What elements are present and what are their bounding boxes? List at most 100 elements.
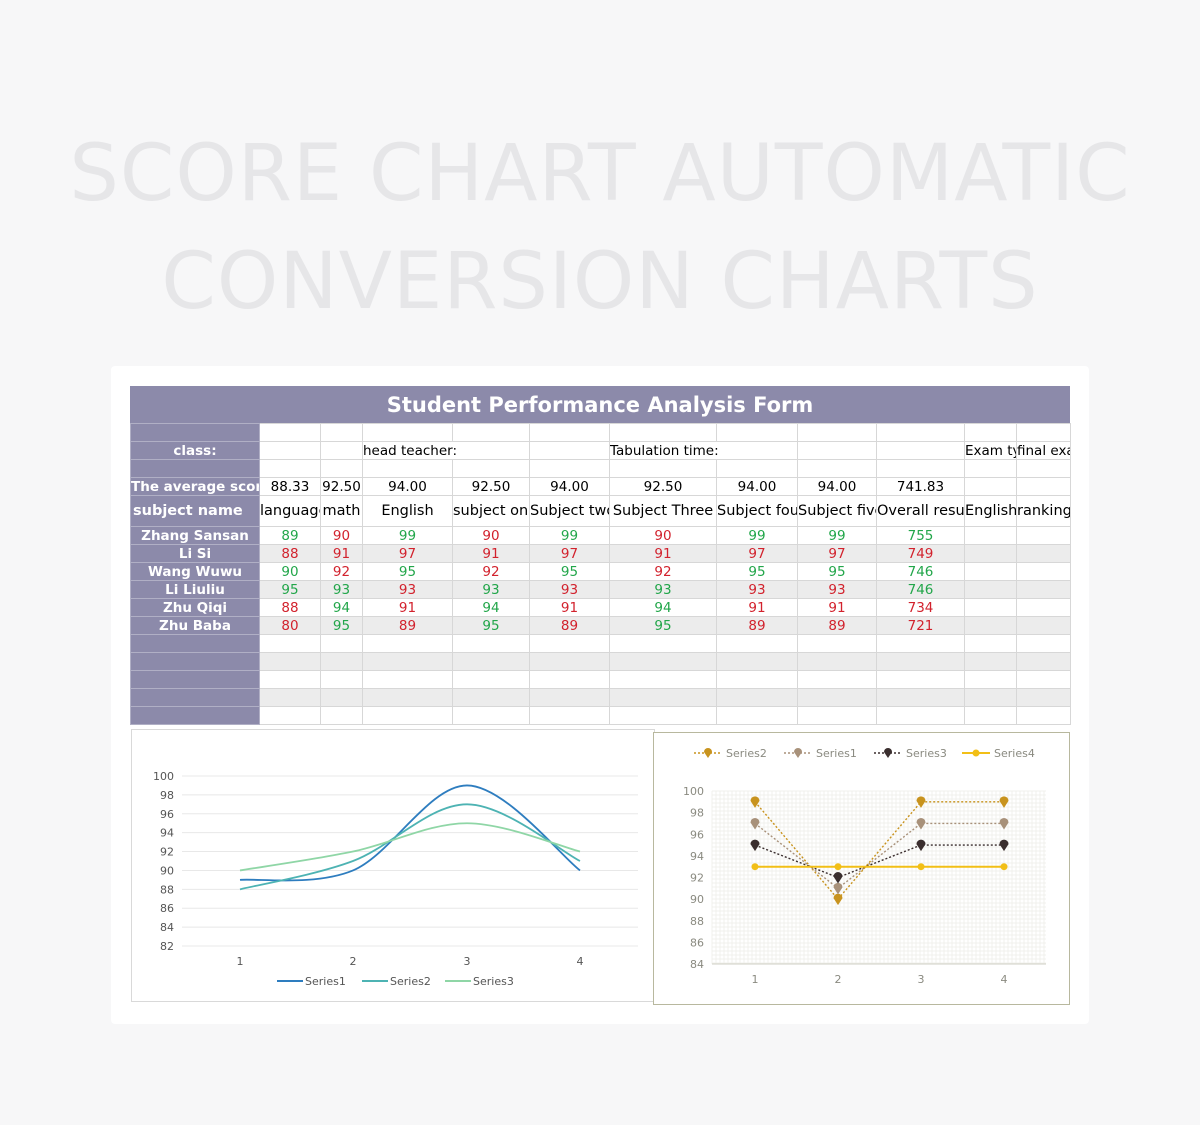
y-tick-label: 90 [160, 864, 174, 877]
score-cell[interactable]: 95 [320, 616, 363, 635]
student-row: Li Si 88 91 97 91 97 91 97 97 749 [130, 544, 1071, 563]
y-tick-label: 94 [690, 850, 704, 863]
score-cell[interactable]: 99 [797, 526, 877, 545]
y-tick-label: 88 [160, 883, 174, 896]
series-marker [834, 863, 842, 871]
score-cell[interactable]: 93 [716, 580, 798, 599]
label-cell [130, 423, 260, 442]
empty-row [130, 670, 1071, 689]
score-cell[interactable]: 93 [362, 580, 453, 599]
score-cell[interactable]: 95 [362, 562, 453, 581]
y-tick-label: 92 [690, 872, 704, 885]
score-cell[interactable]: 95 [452, 616, 530, 635]
score-cell[interactable]: 93 [320, 580, 363, 599]
score-cell[interactable]: 90 [259, 562, 321, 581]
score-cell[interactable]: 721 [876, 616, 965, 635]
student-name: Li Liuliu [130, 580, 260, 599]
score-cell[interactable]: 91 [320, 544, 363, 563]
score-cell[interactable]: 91 [362, 598, 453, 617]
student-name: Zhu Qiqi [130, 598, 260, 617]
score-cell[interactable]: 89 [716, 616, 798, 635]
score-cell[interactable]: 89 [259, 526, 321, 545]
score-cell[interactable]: 93 [529, 580, 610, 599]
score-cell[interactable]: 91 [529, 598, 610, 617]
average-row: The average score 88.33 92.50 94.00 92.5… [130, 477, 1071, 496]
y-tick-label: 98 [690, 807, 704, 820]
score-cell[interactable]: 95 [609, 616, 717, 635]
student-name: Zhang Sansan [130, 526, 260, 545]
score-cell[interactable]: 91 [797, 598, 877, 617]
average-cell[interactable]: 88.33 [259, 477, 321, 496]
score-cell[interactable]: 90 [609, 526, 717, 545]
score-cell[interactable]: 80 [259, 616, 321, 635]
score-cell[interactable]: 746 [876, 562, 965, 581]
score-table: class: head teacher: Tabulation time: Ex… [130, 423, 1071, 725]
score-cell[interactable]: 95 [259, 580, 321, 599]
score-cell[interactable]: 91 [452, 544, 530, 563]
score-cell[interactable]: 746 [876, 580, 965, 599]
score-cell[interactable]: 90 [320, 526, 363, 545]
score-cell[interactable]: 93 [452, 580, 530, 599]
score-cell[interactable]: 97 [716, 544, 798, 563]
score-cell[interactable]: 99 [362, 526, 453, 545]
series-marker [999, 839, 1009, 852]
legend-marker [884, 748, 892, 758]
score-cell[interactable]: 97 [362, 544, 453, 563]
exam-type-value[interactable]: final exam [1016, 441, 1071, 460]
score-cell[interactable]: 734 [876, 598, 965, 617]
average-cell[interactable]: 94.00 [797, 477, 877, 496]
series-marker [750, 817, 760, 830]
score-cell[interactable]: 91 [609, 544, 717, 563]
y-tick-label: 86 [160, 902, 174, 915]
series-marker [999, 796, 1009, 808]
score-cell[interactable]: 92 [609, 562, 717, 581]
average-cell[interactable]: 94.00 [529, 477, 610, 496]
score-cell[interactable]: 89 [797, 616, 877, 635]
score-cell[interactable]: 92 [452, 562, 530, 581]
class-label: class: [130, 441, 260, 460]
average-cell[interactable]: 92.50 [320, 477, 363, 496]
score-cell[interactable]: 93 [797, 580, 877, 599]
y-tick-label: 100 [683, 785, 704, 798]
score-cell[interactable]: 95 [529, 562, 610, 581]
series-line [754, 844, 1004, 879]
series-marker [750, 839, 760, 852]
score-cell[interactable]: 97 [797, 544, 877, 563]
legend-marker [704, 748, 712, 758]
score-cell[interactable]: 89 [529, 616, 610, 635]
spreadsheet: Student Performance Analysis Form class:… [130, 386, 1071, 725]
student-name: Li Si [130, 544, 260, 563]
x-tick-label: 3 [464, 955, 471, 968]
score-cell[interactable]: 90 [452, 526, 530, 545]
spacer-row [130, 459, 1071, 478]
score-cell[interactable]: 94 [452, 598, 530, 617]
student-row: Zhu Baba 80 95 89 95 89 95 89 89 721 [130, 616, 1071, 635]
average-cell[interactable]: 94.00 [362, 477, 453, 496]
score-cell[interactable]: 94 [320, 598, 363, 617]
series-line [754, 822, 1004, 890]
y-tick-label: 84 [160, 921, 174, 934]
student-name: Wang Wuwu [130, 562, 260, 581]
series-marker [916, 817, 926, 830]
score-cell[interactable]: 94 [609, 598, 717, 617]
subject-header-row: subject name language math English subje… [130, 495, 1071, 527]
series-line [754, 801, 1004, 901]
score-cell[interactable]: 92 [320, 562, 363, 581]
score-cell[interactable]: 99 [529, 526, 610, 545]
score-cell[interactable]: 99 [716, 526, 798, 545]
score-cell[interactable]: 93 [609, 580, 717, 599]
marker-line-chart-svg: 84 86 88 90 92 94 96 98 100 1 2 3 4 Series2 Series1 Ser… [683, 747, 1046, 986]
score-cell[interactable]: 755 [876, 526, 965, 545]
average-cell[interactable]: 92.50 [609, 477, 717, 496]
average-cell[interactable]: 92.50 [452, 477, 530, 496]
score-cell[interactable]: 749 [876, 544, 965, 563]
average-cell[interactable]: 94.00 [716, 477, 798, 496]
score-cell[interactable]: 97 [529, 544, 610, 563]
score-cell[interactable]: 95 [716, 562, 798, 581]
score-cell[interactable]: 95 [797, 562, 877, 581]
score-cell[interactable]: 88 [259, 598, 321, 617]
score-cell[interactable]: 88 [259, 544, 321, 563]
score-cell[interactable]: 91 [716, 598, 798, 617]
average-cell[interactable]: 741.83 [876, 477, 965, 496]
score-cell[interactable]: 89 [362, 616, 453, 635]
